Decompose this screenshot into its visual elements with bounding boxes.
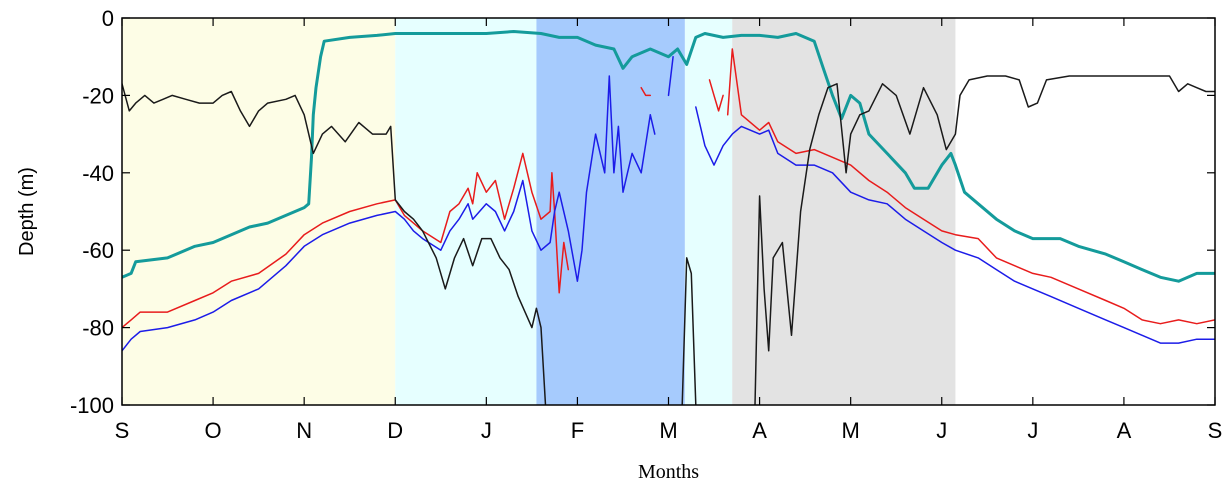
series-4-line-segment-3 bbox=[754, 75, 1215, 405]
shaded-period-4 bbox=[684, 18, 733, 405]
x-tick-label: M bbox=[659, 418, 677, 443]
series-lines bbox=[122, 30, 1215, 405]
x-tick-label: M bbox=[842, 418, 860, 443]
series-2-line-segment-1 bbox=[122, 152, 570, 329]
series-3-line-segment-3 bbox=[695, 106, 1215, 344]
shaded-period-1 bbox=[122, 18, 396, 405]
x-tick-label: F bbox=[571, 418, 584, 443]
x-tick-label: S bbox=[115, 418, 130, 443]
series-4-line-segment-2 bbox=[681, 257, 697, 405]
series-2-line-segment-4 bbox=[726, 48, 1215, 325]
y-tick-label: -80 bbox=[82, 316, 114, 341]
y-axis-title: Depth (m) bbox=[16, 167, 38, 256]
shaded-period-3 bbox=[536, 18, 685, 405]
x-tick-label: S bbox=[1208, 418, 1223, 443]
x-tick-label: A bbox=[1117, 418, 1132, 443]
x-tick-label: D bbox=[387, 418, 403, 443]
series-2-line-segment-2 bbox=[640, 86, 652, 97]
x-tick-label: J bbox=[936, 418, 947, 443]
series-3-line-segment-1 bbox=[122, 75, 656, 352]
x-tick-label: J bbox=[481, 418, 492, 443]
series-2-line-segment-3 bbox=[708, 79, 724, 112]
x-tick-label: N bbox=[296, 418, 312, 443]
y-tick-label: -60 bbox=[82, 238, 114, 263]
y-tick-label: -100 bbox=[70, 393, 114, 418]
series-3-line-segment-2 bbox=[667, 55, 674, 97]
shaded-period-5 bbox=[732, 18, 956, 405]
y-tick-label: 0 bbox=[102, 6, 114, 31]
y-tick-label: -40 bbox=[82, 161, 114, 186]
x-tick-label: A bbox=[752, 418, 767, 443]
shaded-period-2 bbox=[395, 18, 537, 405]
x-tick-label: O bbox=[205, 418, 222, 443]
x-tick-label: J bbox=[1027, 418, 1038, 443]
series-4-line-segment-1 bbox=[122, 83, 547, 405]
y-tick-label: -20 bbox=[82, 83, 114, 108]
series-1-line-segment-1 bbox=[122, 30, 1215, 283]
x-axis-title: Months bbox=[638, 461, 699, 483]
y-axis: 0 -20 -40 -60 -80 -100 bbox=[70, 6, 1215, 418]
